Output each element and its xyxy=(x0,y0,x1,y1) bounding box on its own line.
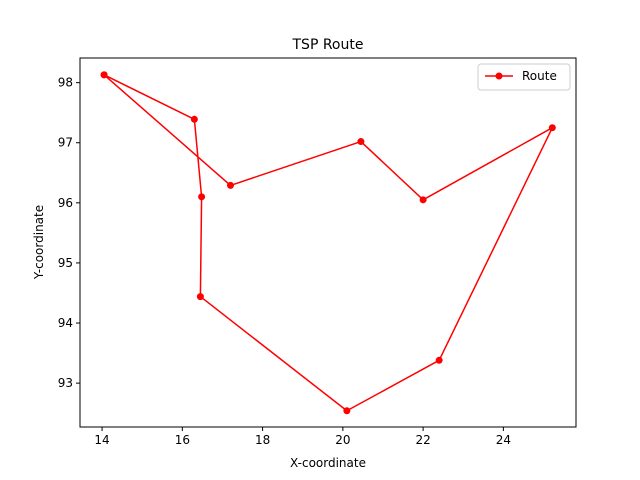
axis-ticks: 14 16 18 20 22 24 93 94 95 96 97 98 xyxy=(58,76,511,447)
legend: Route xyxy=(477,63,571,91)
x-tick-label-2: 18 xyxy=(255,433,270,447)
route-point-2 xyxy=(357,138,365,146)
route-point-3 xyxy=(419,196,427,204)
route-point-6 xyxy=(343,407,351,415)
y-tick-label-2: 95 xyxy=(58,256,73,270)
x-tick-label-3: 20 xyxy=(335,433,350,447)
y-tick-label-4: 97 xyxy=(58,136,73,150)
x-tick-label-4: 22 xyxy=(415,433,430,447)
route-point-1 xyxy=(226,181,234,189)
y-axis-label: Y-coordinate xyxy=(32,205,46,280)
axes-frame xyxy=(79,57,577,428)
route-point-8 xyxy=(198,193,206,201)
chart-title: TSP Route xyxy=(292,37,364,53)
y-tick-label-1: 94 xyxy=(58,316,73,330)
x-tick-label-1: 16 xyxy=(175,433,190,447)
route-point-10 xyxy=(100,71,108,79)
route-point-7 xyxy=(196,293,204,301)
y-tick-label-0: 93 xyxy=(58,376,73,390)
plot-area xyxy=(100,71,556,415)
route-point-5 xyxy=(435,356,443,364)
route-point-9 xyxy=(190,115,198,123)
route-point-4 xyxy=(548,124,556,132)
x-tick-label-0: 14 xyxy=(94,433,109,447)
x-tick-label-5: 24 xyxy=(496,433,511,447)
y-tick-label-5: 98 xyxy=(58,76,73,90)
x-axis-label: X-coordinate xyxy=(290,456,366,470)
legend-box xyxy=(477,63,571,91)
legend-marker-route xyxy=(495,72,503,80)
legend-label-route: Route xyxy=(522,69,557,83)
y-tick-label-3: 96 xyxy=(58,196,73,210)
